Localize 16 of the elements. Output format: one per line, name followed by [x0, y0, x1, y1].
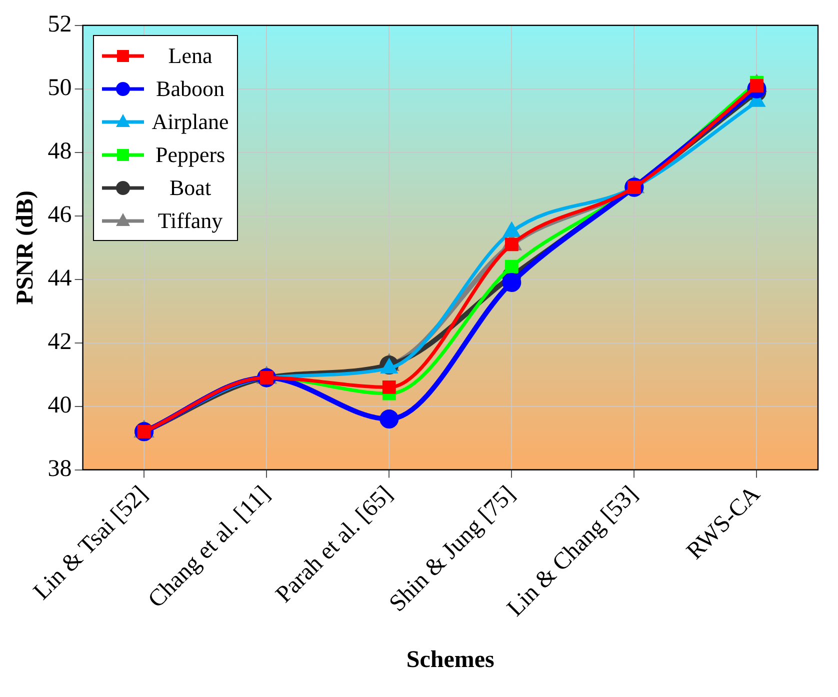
y-tick-label: 52: [48, 12, 72, 38]
y-tick-label: 44: [48, 266, 72, 292]
y-axis-title: PSNR (dB): [12, 190, 39, 305]
legend-label: Peppers: [154, 142, 226, 168]
legend-label: Baboon: [155, 76, 226, 102]
y-tick-label: 40: [48, 392, 72, 419]
legend-label: Airplane: [152, 108, 229, 135]
y-tick-label: 50: [48, 75, 72, 102]
y-tick-label: 46: [48, 202, 72, 228]
legend-label: Tiffany: [156, 208, 224, 234]
legend-label: Lena: [167, 42, 214, 69]
y-tick-label: 48: [48, 138, 72, 165]
legend-label: Boat: [168, 174, 212, 201]
y-tick-label: 38: [48, 456, 72, 482]
y-tick-label: 42: [48, 329, 72, 356]
x-axis-title: Schemes: [406, 646, 494, 673]
